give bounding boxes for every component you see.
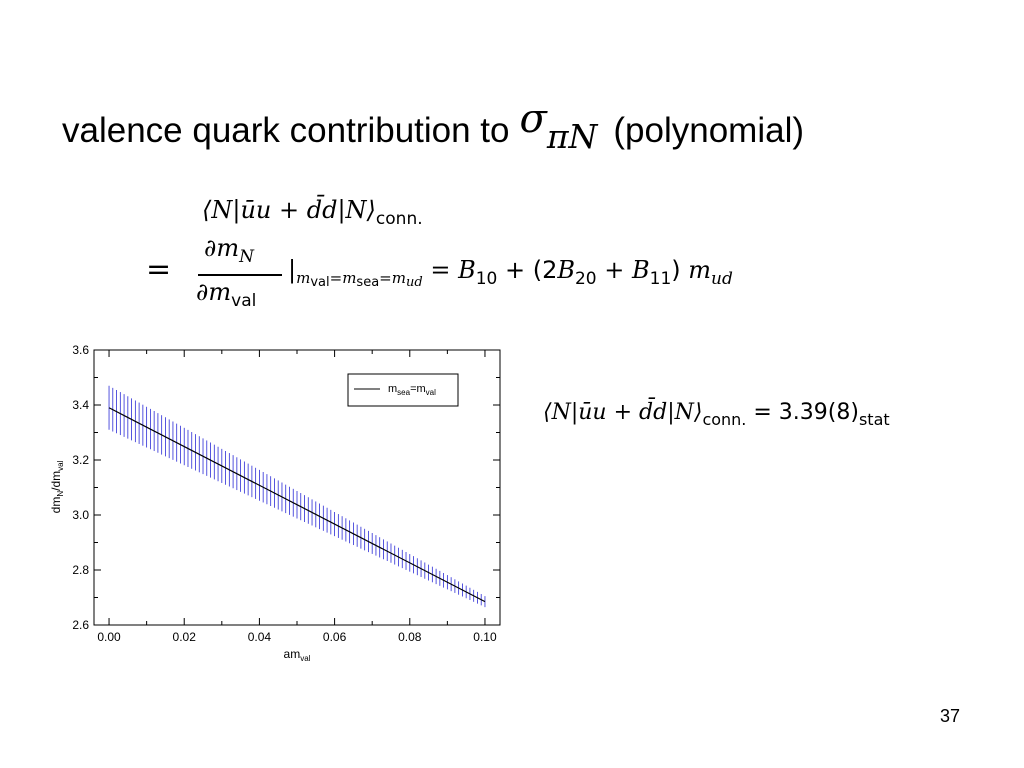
title-sigma: σ xyxy=(519,96,547,142)
frac-num-sub: N xyxy=(239,247,255,267)
equation-rhs: |mval=msea=mud = B10 + (2B20 + B11) mud xyxy=(288,256,733,290)
y-label-mid: /dm xyxy=(49,471,63,491)
eq-b10: B xyxy=(458,256,476,284)
title-text: valence quark contribution to xyxy=(62,111,510,150)
x-tick-label: 0.10 xyxy=(473,630,497,644)
y-axis-label: dmN/dmval xyxy=(49,460,65,513)
result-stat-sub: stat xyxy=(858,410,890,429)
legend-entry: msea=mval xyxy=(388,383,436,397)
y-tick-label: 3.2 xyxy=(72,453,89,467)
eq-m-sub: ud xyxy=(711,269,733,289)
eq-cond-m2-sub: sea xyxy=(356,275,380,290)
y-tick-label: 3.6 xyxy=(72,343,89,357)
eq-bra: ⟨N|ūu + xyxy=(202,196,307,224)
result-value: = 3.39(8) xyxy=(746,400,859,425)
y-label-dm: dm xyxy=(49,497,63,514)
result-dbar: d̄d xyxy=(639,400,668,425)
fraction-bar xyxy=(198,274,282,276)
eq-rhs-eq: = xyxy=(422,256,459,284)
title-suffix: (polynomial) xyxy=(613,111,805,150)
eq-conn-sub: conn. xyxy=(375,209,423,229)
eq-cond-m3: m xyxy=(391,269,406,287)
y-label-sub2: val xyxy=(56,460,65,470)
result-conn-sub: conn. xyxy=(702,410,747,429)
x-axis-label-sub: val xyxy=(300,654,310,663)
eq-cond-bar: | xyxy=(288,256,297,284)
slide-title: valence quark contribution to σπN (polynom… xyxy=(62,96,805,156)
eq-b20: B xyxy=(557,256,575,284)
x-tick-label: 0.08 xyxy=(398,630,422,644)
error-band xyxy=(108,385,486,608)
legend-sub2: val xyxy=(426,388,436,397)
result-equation: ⟨N|ūu + d̄d|N⟩conn. = 3.39(8)stat xyxy=(543,400,890,429)
result-ket: |N⟩ xyxy=(667,400,703,425)
y-label-sub1: N xyxy=(56,491,65,497)
title-sigma-sub: πN xyxy=(546,117,598,156)
eq-cond-m1: m xyxy=(296,269,311,287)
legend-sub1: sea xyxy=(397,388,410,397)
eq-ket: |N⟩ xyxy=(337,196,376,224)
axis-ticks: 0.00 0.02 0.04 0.06 0.08 0.10 2.6 2.8 3.0 3.2 3.4 3… xyxy=(72,343,500,644)
eq-b10-sub: 10 xyxy=(475,269,498,289)
fraction-numerator: ∂mN xyxy=(204,234,254,267)
eq-cond-m2: m xyxy=(342,269,357,287)
eq-plus1: + (2 xyxy=(497,256,558,284)
legend-name: m xyxy=(388,383,397,395)
eq-cond-eq1: = xyxy=(329,269,343,287)
eq-b11-sub: 11 xyxy=(649,269,672,289)
result-bra: ⟨N|ūu + xyxy=(543,400,640,425)
x-tick-label: 0.02 xyxy=(173,630,197,644)
fraction-denominator: ∂mval xyxy=(196,278,256,311)
legend: msea=mval xyxy=(347,373,459,407)
fit-line xyxy=(108,407,486,603)
eq-dbar: d̄d xyxy=(306,196,338,224)
equation-equals: = xyxy=(146,252,172,287)
y-tick-label: 3.0 xyxy=(72,508,89,522)
y-tick-label: 3.4 xyxy=(72,398,89,412)
y-tick-label: 2.8 xyxy=(72,563,89,577)
page-number: 37 xyxy=(940,706,961,726)
x-tick-label: 0.00 xyxy=(97,630,121,644)
eq-cond-eq2: = xyxy=(379,269,392,287)
y-tick-label: 2.6 xyxy=(72,618,89,632)
x-tick-label: 0.06 xyxy=(323,630,347,644)
eq-b11: B xyxy=(632,256,650,284)
legend-mid: =m xyxy=(410,383,426,395)
eq-close: ) xyxy=(671,256,689,284)
x-axis-label-main: am xyxy=(284,647,301,661)
frac-num-text: ∂m xyxy=(204,234,240,262)
legend-box xyxy=(347,373,459,407)
equation-line1: ⟨N|ūu + d̄d|N⟩conn. xyxy=(202,196,423,229)
x-tick-label: 0.04 xyxy=(248,630,272,644)
eq-cond-m3-sub: ud xyxy=(405,275,423,290)
eq-b20-sub: 20 xyxy=(574,269,597,289)
eq-m: m xyxy=(688,256,712,284)
eq-plus2: + xyxy=(596,256,632,284)
frac-den-text: ∂m xyxy=(196,278,232,306)
eq-cond-m1-sub: val xyxy=(310,275,330,290)
x-axis-label: amval xyxy=(284,647,311,663)
frac-den-sub: val xyxy=(231,291,257,311)
